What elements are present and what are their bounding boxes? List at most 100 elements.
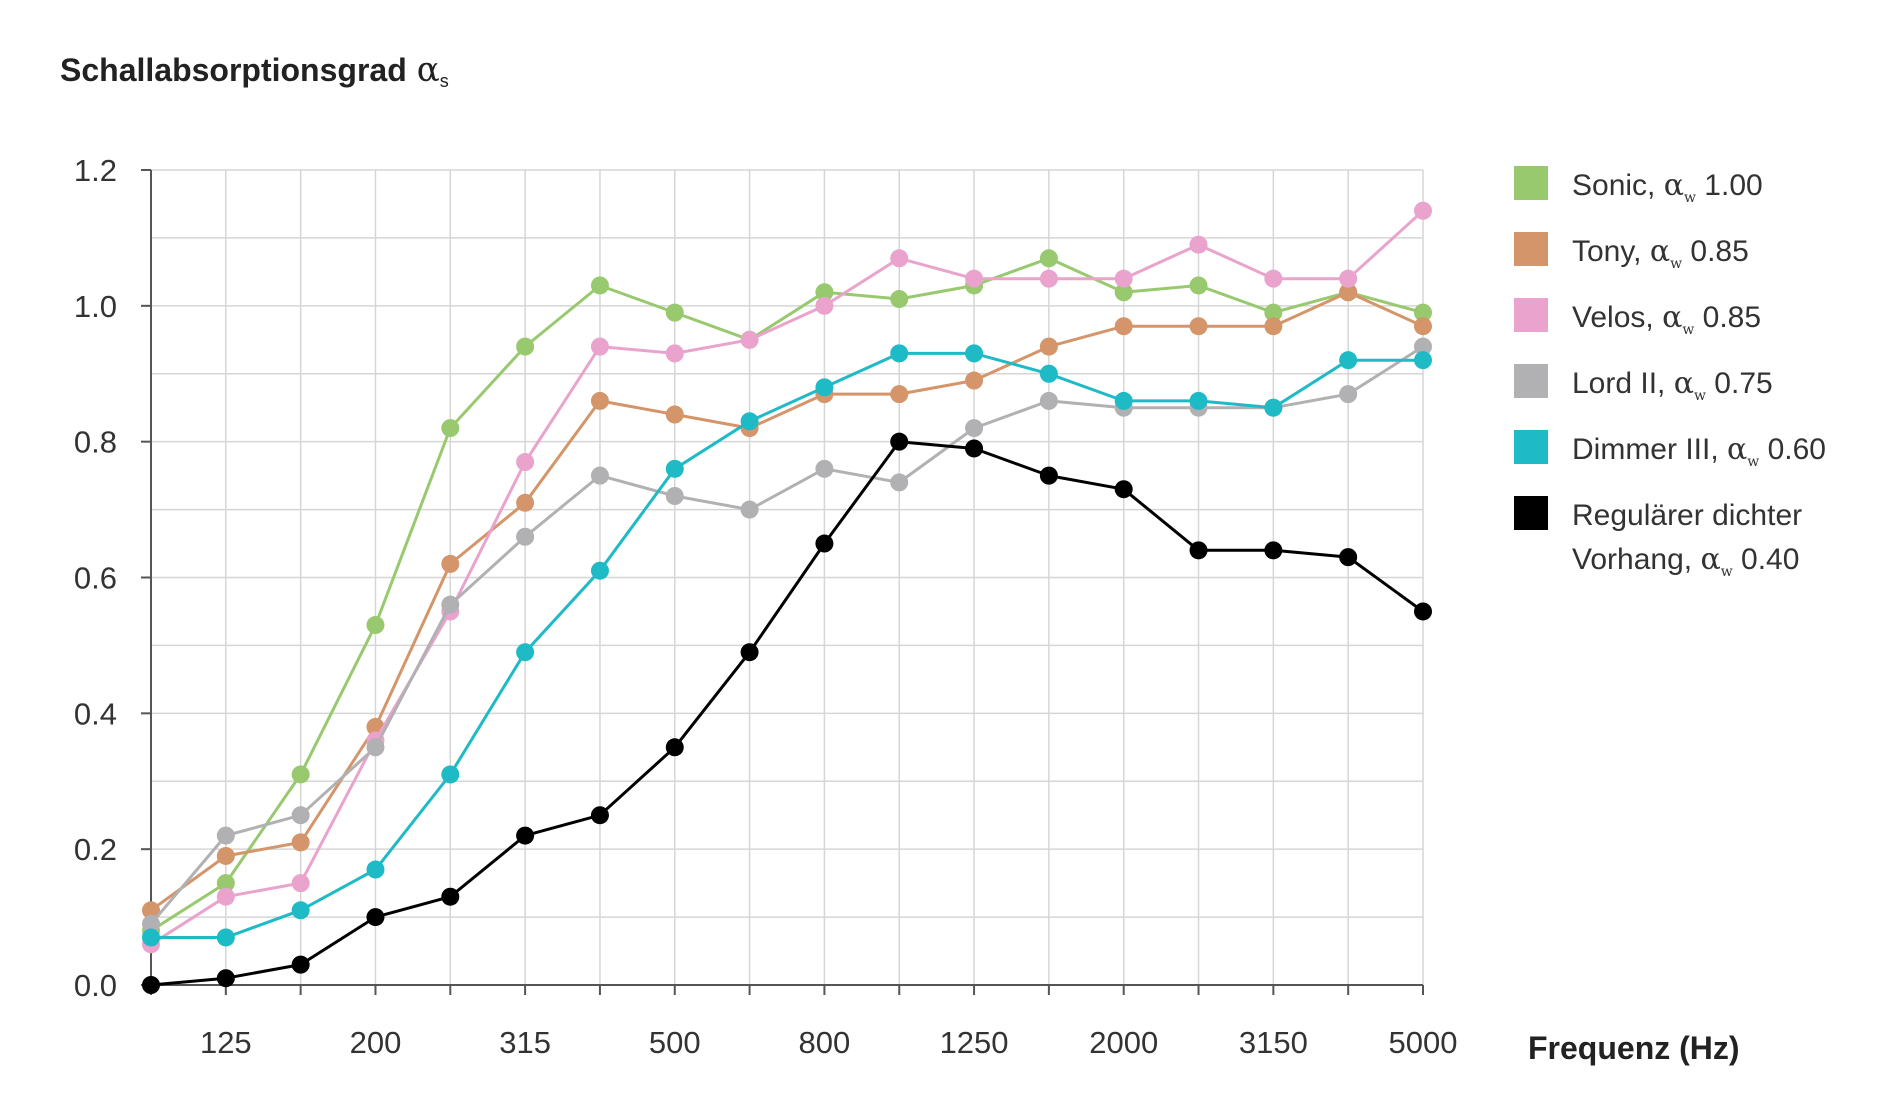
alpha-w-symbol: αw (1649, 234, 1683, 272)
legend-item: Tony, αw 0.85 (1514, 228, 1894, 294)
data-point (740, 412, 759, 431)
data-point (366, 860, 385, 879)
data-point (815, 534, 834, 553)
data-point (142, 976, 160, 994)
data-point (291, 955, 310, 974)
data-point (366, 738, 385, 757)
data-point (590, 337, 609, 356)
series-line-1 (150, 256, 1424, 932)
alpha-w-symbol: αw (1662, 300, 1695, 338)
data-point (1189, 276, 1208, 295)
data-point (291, 874, 310, 893)
y-tick-label: 0.0 (74, 968, 117, 1003)
data-point (1264, 398, 1283, 417)
y-tick-label: 0.2 (74, 832, 117, 867)
data-point (740, 330, 759, 349)
alpha-w-symbol: αw (1727, 432, 1760, 470)
data-point (815, 296, 834, 315)
data-point (516, 493, 535, 512)
data-point (1339, 269, 1358, 288)
y-tick-label: 0.8 (74, 425, 117, 460)
legend-label-name: Regulärer dichter Vorhang, (1572, 499, 1803, 576)
data-point (291, 765, 310, 784)
x-tick-label: 5000 (1389, 1025, 1458, 1060)
data-point (890, 385, 909, 404)
data-point (142, 901, 160, 920)
data-point (216, 846, 235, 865)
y-axis-title-text: Schallabsorptionsgrad (60, 52, 407, 88)
legend-swatch (1514, 298, 1548, 332)
data-point (1339, 351, 1358, 370)
legend-swatch (1514, 166, 1548, 200)
data-point (516, 643, 535, 662)
legend-label-name: Dimmer III, (1572, 433, 1727, 466)
legend-label-value: 1.00 (1695, 169, 1763, 202)
alpha-subscript: s (439, 71, 449, 91)
data-point (216, 874, 235, 893)
data-point (441, 554, 460, 573)
legend-swatch (1514, 496, 1548, 530)
data-point (1114, 480, 1133, 499)
data-point (590, 806, 609, 825)
data-point (965, 269, 984, 288)
series-line-4 (149, 345, 1424, 925)
alpha-symbol: α (416, 50, 440, 90)
data-point (1039, 337, 1058, 356)
data-point (216, 887, 235, 906)
data-point (1339, 385, 1358, 404)
data-point (1114, 317, 1133, 336)
data-point (1414, 351, 1432, 370)
legend-item: Regulärer dichter Vorhang, αw 0.40 (1514, 492, 1894, 580)
data-point (1414, 201, 1432, 220)
data-point (516, 826, 535, 845)
legend-label: Dimmer III, αw 0.60 (1572, 428, 1826, 484)
data-point (366, 908, 385, 927)
data-point (1189, 235, 1208, 254)
data-point (590, 561, 609, 580)
legend-label-value: 0.85 (1682, 235, 1749, 268)
data-point (366, 616, 385, 635)
data-point (441, 595, 460, 614)
x-tick-label: 200 (350, 1025, 402, 1060)
legend-label: Lord II, αw 0.75 (1572, 362, 1773, 418)
series-line-6 (150, 440, 1424, 987)
data-point (590, 391, 609, 410)
data-point (665, 344, 684, 363)
data-point (441, 887, 460, 906)
x-tick-label: 1250 (940, 1025, 1009, 1060)
data-point (590, 466, 609, 485)
data-point (665, 303, 684, 322)
data-point (1189, 391, 1208, 410)
x-axis-title: Frequenz (Hz) (1528, 1030, 1740, 1066)
data-point (291, 833, 310, 852)
data-point (1189, 541, 1208, 560)
y-tick-label: 1.0 (74, 289, 117, 324)
x-tick-label: 2000 (1089, 1025, 1158, 1060)
data-point (291, 901, 310, 920)
legend-label-value: 0.60 (1759, 433, 1826, 466)
data-point (516, 337, 535, 356)
x-tick-label: 315 (499, 1025, 551, 1060)
legend-item: Sonic, αw 1.00 (1514, 162, 1894, 228)
legend-item: Velos, αw 0.85 (1514, 294, 1894, 360)
data-point (441, 419, 460, 438)
series-line-2 (150, 290, 1424, 912)
y-tick-label: 0.4 (74, 696, 117, 731)
data-point (1414, 337, 1432, 356)
legend-label: Tony, αw 0.85 (1572, 230, 1749, 286)
data-point (216, 969, 235, 988)
x-tick-label: 3150 (1239, 1025, 1308, 1060)
data-point (142, 914, 160, 933)
y-tick-label: 1.2 (74, 153, 117, 188)
data-point (815, 283, 834, 302)
data-point (441, 765, 460, 784)
legend-label: Regulärer dichter Vorhang, αw 0.40 (1572, 494, 1892, 594)
data-point (516, 527, 535, 546)
data-point (665, 459, 684, 478)
legend-swatch (1514, 364, 1548, 398)
data-point (890, 249, 909, 268)
legend-label: Sonic, αw 1.00 (1572, 164, 1763, 220)
data-point (1339, 283, 1358, 302)
data-point (142, 928, 160, 947)
